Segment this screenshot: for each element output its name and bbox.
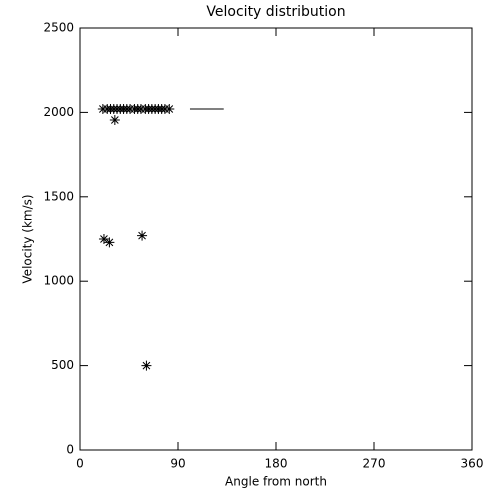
x-tick-label: 90 (170, 457, 185, 471)
point (109, 114, 120, 125)
point (137, 230, 148, 241)
point (164, 104, 175, 115)
x-tick-label: 270 (363, 457, 386, 471)
point (98, 234, 109, 244)
y-tick-label: 2500 (43, 21, 74, 35)
point (104, 237, 115, 248)
x-tick-label: 0 (76, 457, 84, 471)
y-tick-label: 500 (51, 358, 74, 372)
y-tick-label: 1000 (43, 274, 74, 288)
y-tick-label: 1500 (43, 189, 74, 203)
chart-title: Velocity distribution (206, 4, 345, 20)
y-tick-label: 2000 (43, 105, 74, 119)
y-axis-label: Velocity (km/s) (21, 194, 35, 283)
x-tick-label: 360 (461, 457, 484, 471)
y-tick-label: 0 (66, 443, 74, 457)
x-tick-label: 180 (265, 457, 288, 471)
x-axis-label: Angle from north (225, 475, 327, 489)
point (141, 360, 152, 371)
